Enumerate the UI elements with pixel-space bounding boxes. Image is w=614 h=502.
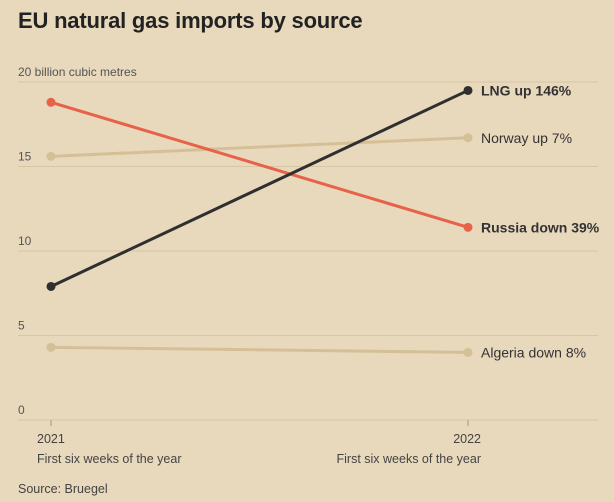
series-label-lng: LNG up 146% <box>481 82 572 98</box>
series-label-norway: Norway up 7% <box>481 130 572 146</box>
series-point-algeria <box>46 342 56 352</box>
y-tick-label: 5 <box>18 319 25 333</box>
source-note: Source: Bruegel <box>18 482 108 496</box>
y-tick-label: 0 <box>18 403 25 417</box>
series-label-russia: Russia down 39% <box>481 219 600 235</box>
series-line-lng <box>49 88 470 288</box>
x-tick-sublabel: First six weeks of the year <box>337 452 482 466</box>
series-point-norway <box>463 133 473 143</box>
y-tick-label: 15 <box>18 150 32 164</box>
y-tick-label: 10 <box>18 234 32 248</box>
x-tick-sublabel: First six weeks of the year <box>37 452 182 466</box>
series-line-norway <box>49 136 470 158</box>
series-point-russia <box>46 97 56 107</box>
series-label-algeria: Algeria down 8% <box>481 344 586 360</box>
series-point-lng <box>463 85 473 95</box>
y-tick-label: 20 billion cubic metres <box>18 65 137 79</box>
chart-title: EU natural gas imports by source <box>18 8 363 33</box>
series-point-norway <box>46 151 56 161</box>
series-point-lng <box>46 281 56 291</box>
x-tick-label: 2021 <box>37 432 65 446</box>
series-line-algeria <box>49 345 470 354</box>
series-point-russia <box>463 222 473 232</box>
series-point-algeria <box>463 347 473 357</box>
series-line-russia <box>49 100 470 229</box>
x-tick-label: 2022 <box>453 432 481 446</box>
